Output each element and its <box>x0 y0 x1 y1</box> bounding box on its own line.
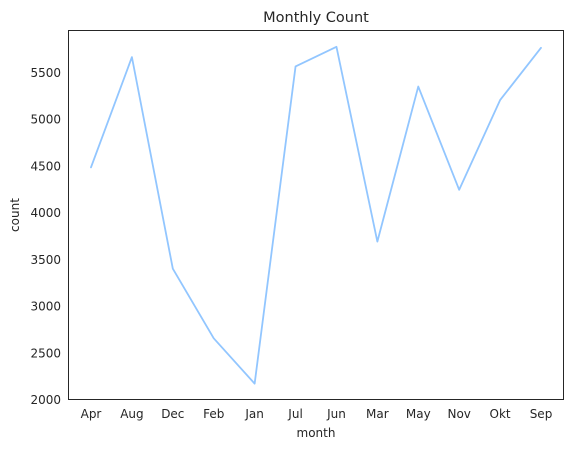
y-axis-label: count <box>8 198 22 232</box>
plot-frame <box>68 30 564 400</box>
y-tick-label: 4000 <box>30 206 61 220</box>
x-axis-ticks: Apr Aug Dec Feb Jan Jul Jun Mar May Nov Okt Sep <box>81 407 553 421</box>
y-axis-ticks: 2000 2500 3000 3500 4000 4500 5000 5500 <box>30 66 61 407</box>
x-axis-label: month <box>297 426 336 440</box>
plot-area <box>68 30 564 400</box>
chart-title: Monthly Count <box>263 10 369 26</box>
y-tick-label: 5500 <box>30 66 61 80</box>
x-tick-label: Nov <box>447 407 470 421</box>
x-tick-label: Feb <box>203 407 224 421</box>
y-tick-label: 3500 <box>30 253 61 267</box>
x-tick-label: May <box>406 407 431 421</box>
x-tick-label: Mar <box>366 407 389 421</box>
x-tick-label: Dec <box>161 407 184 421</box>
x-tick-label: Aug <box>120 407 143 421</box>
y-tick-label: 2500 <box>30 346 61 360</box>
x-tick-label: Jul <box>287 407 302 421</box>
y-tick-label: 5000 <box>30 113 61 127</box>
x-tick-label: Sep <box>530 407 553 421</box>
x-tick-label: Okt <box>490 407 511 421</box>
y-tick-label: 2000 <box>30 393 61 407</box>
x-tick-label: Jan <box>244 407 264 421</box>
series-line <box>90 45 542 385</box>
y-tick-label: 3000 <box>30 300 61 314</box>
x-tick-label: Apr <box>81 407 102 421</box>
x-tick-label: Jun <box>326 407 346 421</box>
y-tick-label: 4500 <box>30 159 61 173</box>
